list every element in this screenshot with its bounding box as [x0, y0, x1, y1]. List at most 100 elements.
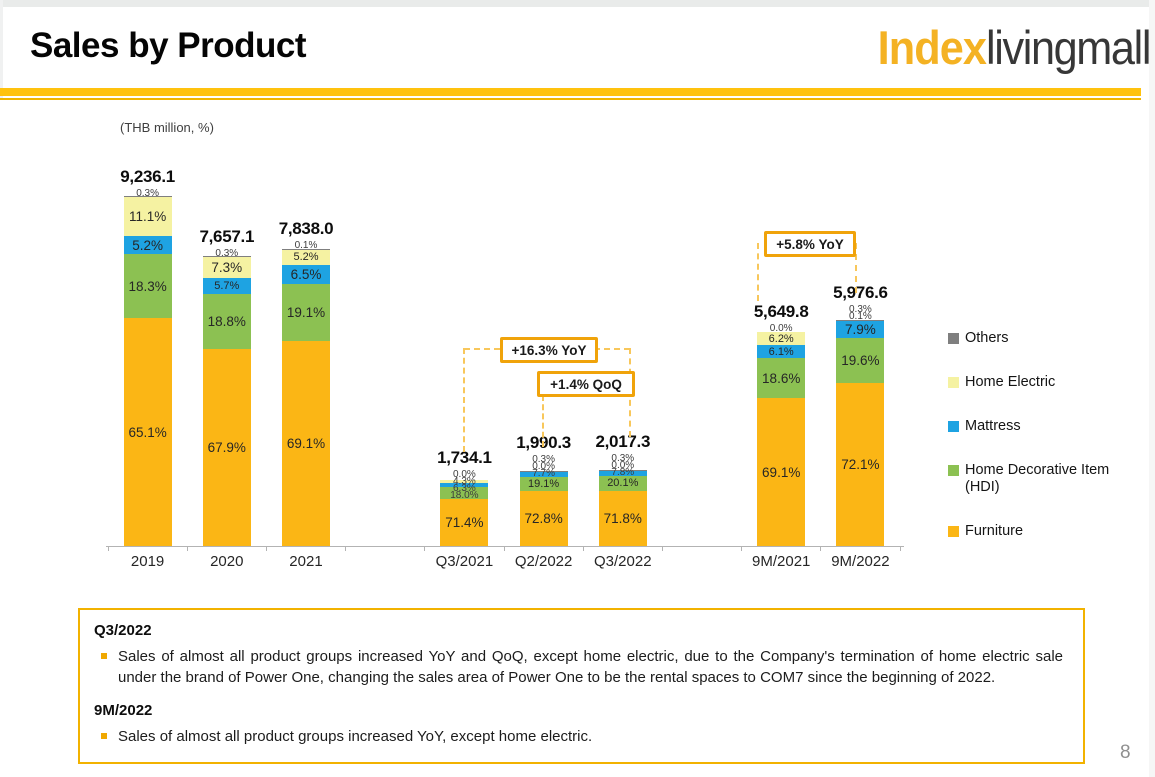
segment-value-label: 19.1% — [286, 304, 326, 320]
page-number: 8 — [1120, 742, 1131, 763]
window-left-edge — [0, 0, 3, 100]
note-text-9m: Sales of almost all product groups incre… — [118, 728, 593, 745]
x-axis-line — [106, 546, 904, 547]
segment-value-label: 69.1% — [286, 435, 326, 451]
x-axis-tick — [424, 547, 426, 551]
logo-word-livingmall: livingmall — [985, 21, 1151, 74]
segment-furniture: 67.9% — [202, 348, 251, 546]
segment-value-label: 0.0% — [532, 460, 555, 472]
logo-word-index: Index — [877, 21, 987, 74]
legend-swatch-icon — [948, 333, 959, 344]
dashed-connector — [855, 243, 857, 293]
legend-label: Others — [965, 330, 1009, 346]
bar-Q2/2022: 72.8% 19.1% 7.7% 0.0% 0.3% 1,990.3 — [516, 433, 571, 546]
x-axis-tick — [265, 547, 267, 551]
category-label: 2021 — [289, 553, 323, 570]
segment-mattress: 5.7% — [202, 277, 251, 295]
segment-furniture: 71.4% — [440, 499, 489, 546]
segment-home-decorative-item-hdi-: 18.8% — [202, 294, 251, 349]
legend-label: Furniture — [965, 523, 1024, 539]
segment-home-decorative-item-hdi-: 18.6% — [757, 358, 806, 399]
segment-home-electric: 5.2% — [282, 249, 330, 265]
category-label: 2020 — [210, 553, 244, 570]
segment-furniture: 71.8% — [598, 491, 647, 546]
segment-mattress: 6.1% — [757, 345, 806, 359]
legend-swatch-icon — [948, 465, 959, 476]
segment-home-decorative-item-hdi-: 20.1% — [598, 475, 647, 492]
x-axis-tick — [661, 547, 663, 551]
x-axis-tick — [899, 547, 901, 551]
segment-value-label: 18.3% — [128, 278, 167, 294]
segment-home-electric: 7.3% — [202, 256, 251, 278]
bar-total-label: 9,236.1 — [120, 167, 175, 187]
accent-divider-thin — [0, 98, 1141, 100]
segment-value-label: 72.8% — [524, 511, 563, 527]
segment-mattress — [598, 469, 647, 476]
segment-value-label: 0.0% — [452, 469, 476, 481]
legend-item-others: Others — [948, 330, 1133, 347]
category-label: Q2/2022 — [514, 553, 573, 570]
legend-item-furniture: Furniture — [948, 523, 1133, 540]
bar-2021: 69.1% 19.1% 6.5% 5.2% 0.1% 7,838.0 — [279, 219, 334, 546]
annotation-yoy-9m: +5.8% YoY — [764, 231, 856, 257]
note-bullet-q3: Sales of almost all product groups incre… — [94, 646, 1065, 688]
small-segment-labels: 0.1% 0.3% — [825, 305, 895, 322]
bar-total-label: 1,734.1 — [437, 448, 492, 468]
window-top-edge — [0, 0, 1155, 7]
segment-home-electric — [440, 480, 489, 484]
category-label: Q3/2021 — [435, 553, 494, 570]
window-right-edge — [1149, 0, 1155, 777]
accent-divider — [0, 88, 1141, 100]
segment-furniture: 72.1% — [836, 382, 885, 546]
segment-value-label: 20.1% — [607, 477, 639, 490]
segment-others — [836, 319, 885, 321]
legend-swatch-icon — [948, 421, 959, 432]
x-axis-tick — [820, 547, 822, 551]
bullet-icon — [101, 653, 107, 659]
segment-value-label: 0.0% — [769, 322, 793, 334]
legend-label: Home Decorative Item (HDI) — [965, 462, 1110, 495]
segment-home-electric: 6.2% — [757, 331, 806, 346]
segment-value-label: 71.4% — [445, 515, 484, 531]
segment-home-decorative-item-hdi-: 18.3% — [123, 254, 172, 319]
bar-2019: 65.1% 18.3% 5.2% 11.1% 0.3% 9,236.1 — [120, 167, 175, 546]
segment-home-decorative-item-hdi-: 19.6% — [836, 338, 885, 383]
dashed-connector — [463, 348, 465, 452]
segment-value-label: 18.6% — [762, 370, 801, 386]
segment-value-label: 72.1% — [841, 456, 880, 472]
bullet-icon — [101, 733, 107, 739]
segment-value-label: 18.8% — [207, 314, 246, 330]
x-axis-tick — [186, 547, 188, 551]
bar-total-label: 7,657.1 — [199, 226, 255, 246]
category-label: 2019 — [130, 553, 165, 570]
company-logo: Indexlivingmall — [877, 21, 1152, 74]
segment-value-label: 71.8% — [603, 511, 642, 527]
segment-value-label: 65.1% — [128, 424, 167, 440]
segment-others — [202, 255, 251, 257]
segment-value-label: 7.9% — [845, 321, 876, 337]
legend-item-home-decorative-item-hdi-: Home Decorative Item (HDI) — [948, 462, 1133, 496]
legend-swatch-icon — [948, 377, 959, 388]
segment-home-decorative-item-hdi- — [440, 487, 489, 500]
note-heading-q3: Q3/2022 — [94, 622, 152, 639]
legend-item-home-electric: Home Electric — [948, 374, 1133, 391]
segment-mattress: 5.2% — [123, 235, 172, 255]
segment-value-label: 5.2% — [293, 251, 319, 264]
segment-value-label: 0.3% — [611, 452, 635, 464]
segment-furniture: 72.8% — [519, 491, 568, 546]
category-label: 9M/2021 — [752, 553, 811, 570]
legend-label: Mattress — [965, 418, 1021, 434]
x-axis-tick — [741, 547, 743, 551]
segment-value-label: 11.1% — [128, 208, 167, 224]
dashed-connector — [594, 348, 630, 350]
segment-furniture: 69.1% — [282, 340, 330, 546]
segment-home-decorative-item-hdi-: 19.1% — [519, 476, 568, 492]
segment-others — [123, 196, 172, 198]
bar-Q3/2022: 71.8% 20.1% 7.8% 0.0% 0.3% 2,017.3 — [595, 432, 650, 546]
legend-item-mattress: Mattress — [948, 418, 1133, 435]
segment-value-label: 0.0% — [611, 459, 635, 471]
segment-value-label: 6.1% — [768, 345, 794, 358]
segment-furniture: 65.1% — [123, 318, 172, 546]
segment-mattress: 6.5% — [282, 264, 330, 285]
